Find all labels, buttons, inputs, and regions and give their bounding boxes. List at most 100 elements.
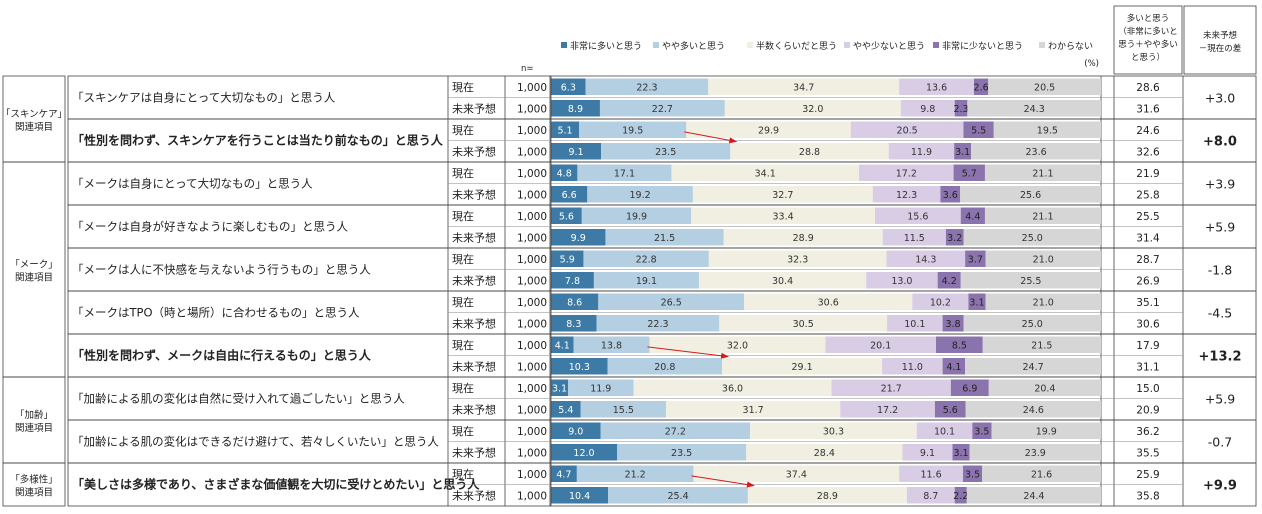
bar-segment xyxy=(551,229,606,246)
diff-value: -1.8 xyxy=(1208,263,1232,278)
data-label: 21.5 xyxy=(654,233,675,244)
group-label: 「加齢」関連項目 xyxy=(15,409,53,434)
data-label: 22.3 xyxy=(647,319,668,330)
bar-segment xyxy=(698,272,867,289)
bar-segment xyxy=(965,401,1101,418)
bar-segment xyxy=(671,164,859,181)
bar-segment xyxy=(551,487,609,504)
bar-segment xyxy=(722,358,883,375)
data-label: 10.3 xyxy=(569,362,590,373)
legend-label-3: 半数くらいだと思う xyxy=(756,40,837,52)
legend-swatch-1 xyxy=(561,42,567,48)
group-label: 「メーク」関連項目 xyxy=(10,260,58,284)
data-label: 5.9 xyxy=(560,255,575,266)
legend-swatch-3 xyxy=(747,42,753,48)
bar-segment xyxy=(649,336,826,353)
bar-segment xyxy=(965,250,986,267)
data-label: 6.9 xyxy=(962,384,977,395)
data-label: 21.2 xyxy=(625,470,646,481)
phase-label: 未来予想 xyxy=(452,446,496,460)
bar-segment xyxy=(954,487,967,504)
bar-segment xyxy=(551,272,594,289)
diff-header-box xyxy=(1183,5,1257,75)
bar-segment xyxy=(960,186,1101,203)
data-label: 28.9 xyxy=(817,491,838,502)
data-label: 36.0 xyxy=(722,384,743,395)
bar-segment xyxy=(551,100,600,117)
bar-segment xyxy=(551,422,601,439)
item-block xyxy=(67,462,1257,507)
data-label: 32.7 xyxy=(772,190,793,201)
data-label: 20.1 xyxy=(870,341,891,352)
bar-segment xyxy=(940,186,961,203)
phase-label: 未来予想 xyxy=(452,317,496,331)
sum-value: 25.5 xyxy=(1136,211,1159,223)
data-label: 20.5 xyxy=(1034,83,1055,94)
data-label: 25.5 xyxy=(1020,276,1041,287)
bar-segment xyxy=(583,250,709,267)
bar-segment xyxy=(988,78,1101,95)
unit-label: (%) xyxy=(1084,59,1099,69)
data-label: 28.9 xyxy=(793,233,814,244)
bar-segment xyxy=(840,401,935,418)
bar-segment xyxy=(551,336,574,353)
bar-segment xyxy=(967,100,1101,117)
data-label: 3.1 xyxy=(552,384,567,395)
data-label: 4.1 xyxy=(555,341,570,352)
phase-label: 現在 xyxy=(452,468,474,481)
data-label: 25.0 xyxy=(1022,319,1043,330)
bar-segment xyxy=(882,229,946,246)
bar-segment xyxy=(596,315,720,332)
data-label: 32.3 xyxy=(787,255,808,266)
data-label: 13.0 xyxy=(891,276,912,287)
bar-segment xyxy=(708,250,887,267)
bar-segment xyxy=(600,422,751,439)
bar-segment xyxy=(882,358,943,375)
data-label: 3.8 xyxy=(945,319,960,330)
data-label: 3.1 xyxy=(969,298,984,309)
bar-segment xyxy=(551,315,597,332)
diff-value: +3.9 xyxy=(1205,177,1235,192)
legend-label-6: わからない xyxy=(1048,41,1093,52)
bar-segment xyxy=(874,207,961,224)
bar-segment xyxy=(551,207,582,224)
bar-segment xyxy=(973,78,989,95)
phase-label: 未来予想 xyxy=(452,274,496,288)
data-label: 20.5 xyxy=(897,126,918,137)
data-label: 21.0 xyxy=(1033,255,1054,266)
bar-segment xyxy=(952,444,970,461)
bar-segment xyxy=(708,78,900,95)
bar-segment xyxy=(963,229,1101,246)
data-label: 37.4 xyxy=(786,470,807,481)
legend-swatch-5 xyxy=(933,42,939,48)
data-label: 9.8 xyxy=(920,104,935,115)
n-value: 1,000 xyxy=(517,82,547,94)
bar-segment xyxy=(724,100,901,117)
bar-segment xyxy=(746,444,903,461)
bar-segment xyxy=(723,229,883,246)
data-label: 21.7 xyxy=(881,384,902,395)
bar-segment xyxy=(568,379,634,396)
data-label: 4.8 xyxy=(557,169,572,180)
data-label: 3.2 xyxy=(947,233,962,244)
group-label: 「スキンケア」関連項目 xyxy=(1,109,67,133)
data-label: 29.9 xyxy=(758,126,779,137)
n-value: 1,000 xyxy=(517,448,547,460)
bar-segment xyxy=(985,293,1101,310)
diff-value: +5.9 xyxy=(1205,220,1235,235)
data-label: 13.6 xyxy=(926,83,947,94)
bar-segment xyxy=(608,487,748,504)
data-label: 3.1 xyxy=(953,448,968,459)
item-label: 「メークは人に不快感を与えないよう行うもの」と思う人 xyxy=(72,263,371,277)
bar-segment xyxy=(945,229,964,246)
diff-value: -0.7 xyxy=(1208,435,1232,450)
bar-segment xyxy=(971,143,1101,160)
diff-value: +8.0 xyxy=(1203,135,1237,150)
sum-value: 26.9 xyxy=(1136,276,1159,288)
bar-segment xyxy=(587,186,693,203)
data-label: 32.0 xyxy=(727,341,748,352)
diff-header: 未来予想－現在の差 xyxy=(1199,30,1242,54)
trend-arrow xyxy=(684,131,738,144)
bar-segment xyxy=(972,422,992,439)
data-label: 24.6 xyxy=(1023,405,1044,416)
